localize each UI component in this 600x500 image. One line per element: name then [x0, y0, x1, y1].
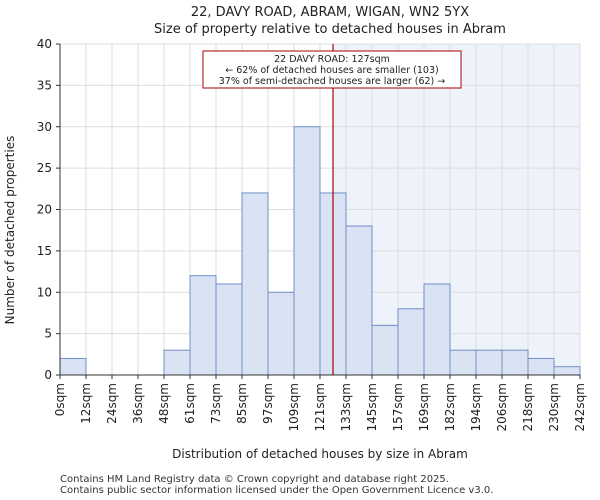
bar	[215, 283, 243, 376]
x-tick-label: 169sqm	[417, 383, 431, 431]
bar	[189, 275, 217, 376]
x-tick-label: 145sqm	[365, 383, 379, 431]
x-axis-label: Distribution of detached houses by size …	[172, 447, 468, 461]
bar	[345, 225, 373, 376]
bar	[163, 349, 191, 376]
x-tick-label: 85sqm	[235, 383, 249, 424]
x-tick-label: 242sqm	[573, 383, 587, 431]
bar	[397, 308, 425, 376]
x-tick-label: 36sqm	[131, 383, 145, 424]
bar	[423, 283, 451, 376]
y-tick-label: 10	[37, 285, 52, 299]
bar	[371, 324, 399, 376]
y-tick-label: 35	[37, 78, 52, 92]
x-tick-label: 206sqm	[495, 383, 509, 431]
plot-area: 0 5 10 15 20 25 30 35 40 0sqm 12sqm 24sqm 36sqm 48sqm…	[37, 37, 587, 431]
x-tick-label: 121sqm	[313, 383, 327, 431]
bar	[553, 366, 581, 376]
x-tick-label: 157sqm	[391, 383, 405, 431]
y-tick-label: 5	[44, 327, 52, 341]
bar	[501, 349, 529, 376]
chart-title: 22, DAVY ROAD, ABRAM, WIGAN, WN2 5YX	[191, 5, 469, 20]
x-tick-label: 12sqm	[79, 383, 93, 424]
x-tick-label: 230sqm	[547, 383, 561, 431]
bar	[59, 357, 87, 376]
x-tick-label: 109sqm	[287, 383, 301, 431]
y-tick-label: 25	[37, 161, 52, 175]
x-tick-label: 24sqm	[105, 383, 119, 424]
x-tick-label: 73sqm	[209, 383, 223, 424]
chart-subtitle: Size of property relative to detached ho…	[154, 22, 506, 37]
y-tick-label: 20	[37, 203, 52, 217]
x-tick-label: 61sqm	[183, 383, 197, 424]
y-axis-label: Number of detached properties	[3, 136, 17, 325]
bar	[527, 357, 555, 376]
x-tick-label: 133sqm	[339, 383, 353, 431]
y-tick-label: 15	[37, 244, 52, 258]
x-tick-label: 218sqm	[521, 383, 535, 431]
y-tick-label: 0	[44, 368, 52, 382]
bar	[267, 291, 295, 376]
x-tick-label: 0sqm	[53, 383, 67, 416]
x-tick-label: 182sqm	[443, 383, 457, 431]
x-tick-label: 97sqm	[261, 383, 275, 424]
footer-licence: Contains public sector information licen…	[60, 485, 494, 496]
y-tick-label: 40	[37, 37, 52, 51]
bar	[449, 349, 477, 376]
annotation-line: ← 62% of detached houses are smaller (10…	[225, 65, 438, 76]
y-tick-label: 30	[37, 120, 52, 134]
x-tick-label: 48sqm	[157, 383, 171, 424]
bar	[475, 349, 503, 376]
x-tick-label: 194sqm	[469, 383, 483, 431]
annotation-line: 37% of semi-detached houses are larger (…	[219, 76, 446, 87]
bar	[241, 192, 269, 376]
annotation-box	[202, 50, 462, 89]
annotation-line: 22 DAVY ROAD: 127sqm	[274, 54, 390, 65]
bar	[293, 126, 321, 376]
footer-copyright: Contains HM Land Registry data © Crown c…	[60, 474, 449, 485]
